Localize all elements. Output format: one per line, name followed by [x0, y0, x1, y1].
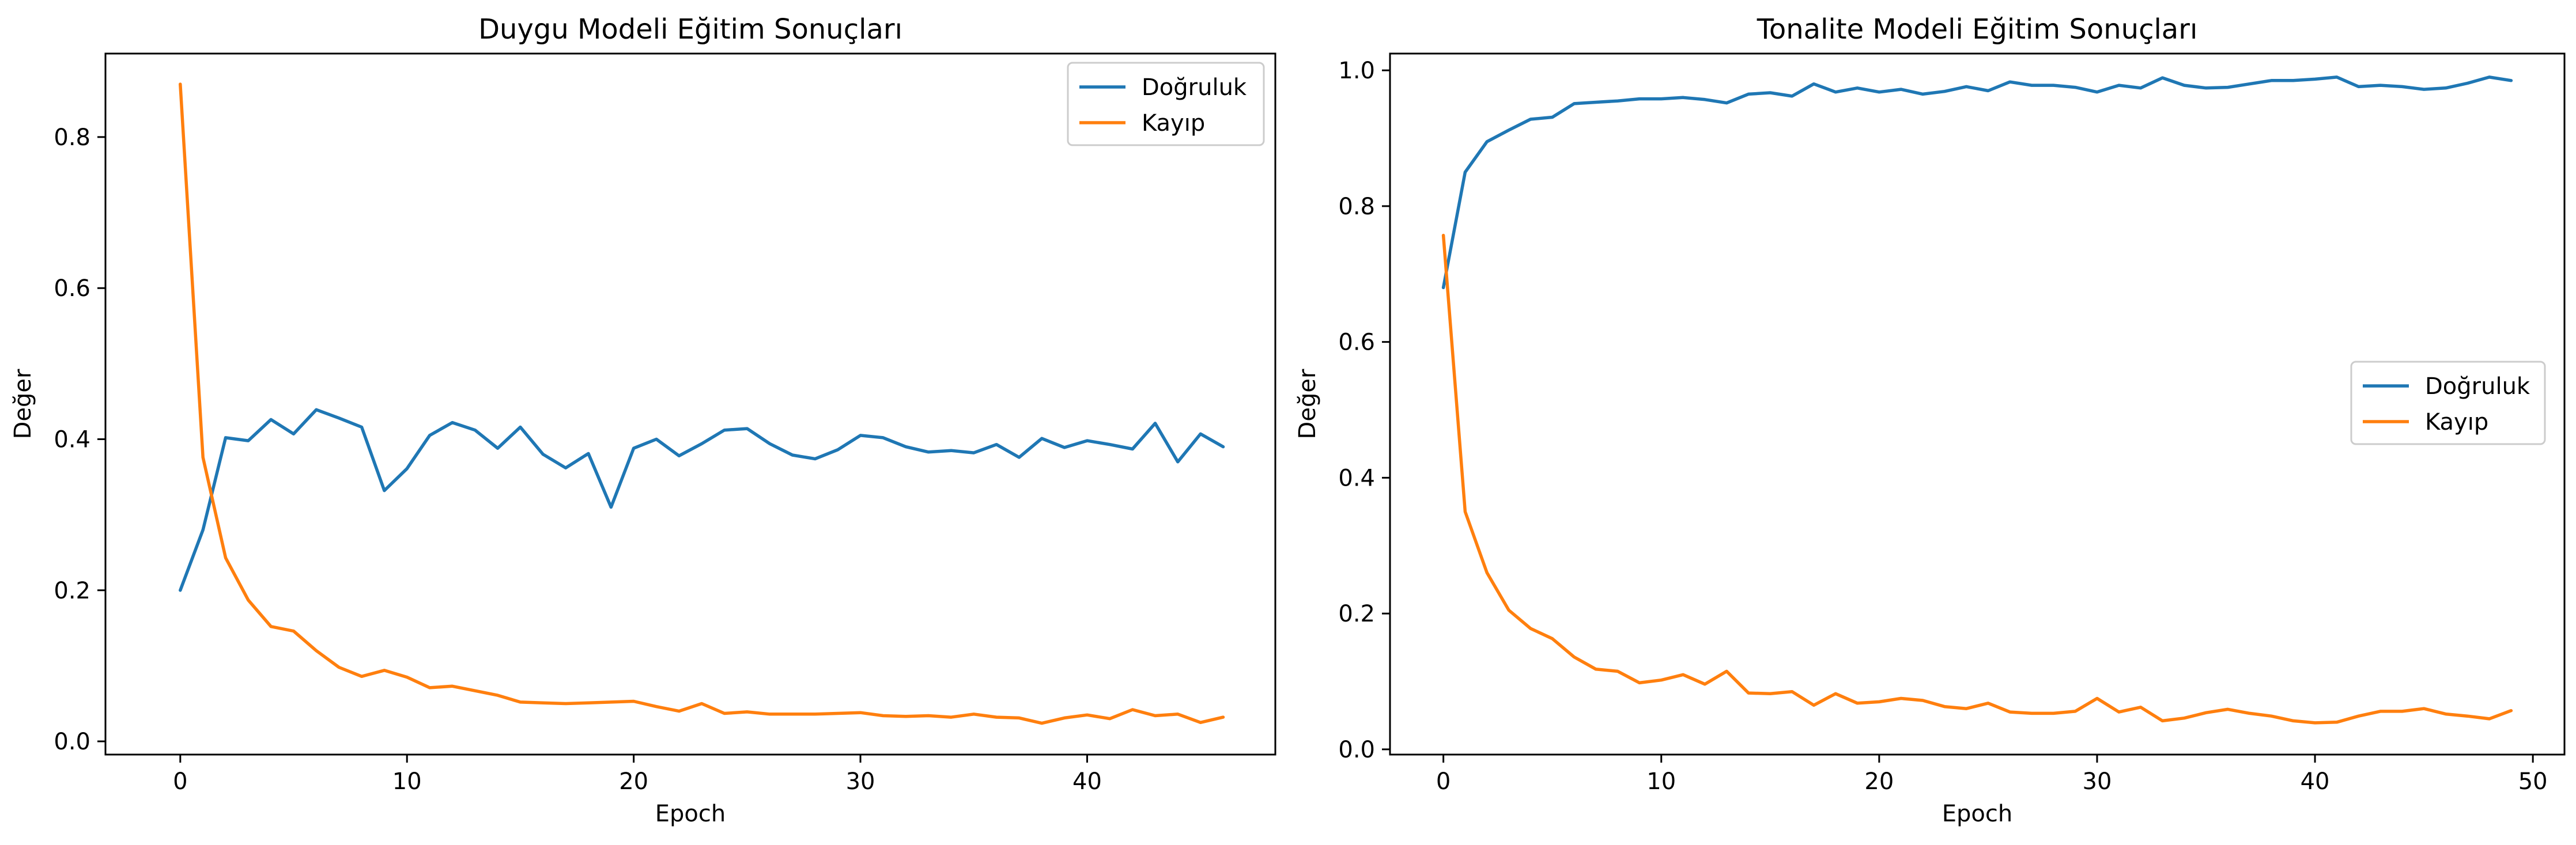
- legend: Doğruluk Kayıp: [2350, 361, 2546, 445]
- x-tick-label: 40: [1072, 768, 1102, 795]
- x-tick-label: 30: [846, 768, 875, 795]
- x-tick-label: 40: [2301, 768, 2330, 795]
- legend-label-kayip: Kayıp: [2425, 409, 2488, 435]
- x-tick-label: 20: [619, 768, 648, 795]
- y-tick-label: 1.0: [1338, 58, 1375, 84]
- series-line-dogruluk: [179, 408, 1225, 592]
- y-tick-label: 0.8: [1338, 194, 1375, 220]
- y-tick-label: 0.6: [54, 275, 90, 302]
- y-tick-label: 0.4: [54, 426, 90, 453]
- legend-label-kayip: Kayıp: [1142, 110, 1205, 137]
- y-tick-label: 0.2: [54, 578, 90, 604]
- y-tick-label: 0.2: [1338, 601, 1375, 627]
- series-line-dogruluk: [1441, 75, 2513, 290]
- legend-box: [2350, 361, 2546, 445]
- axes-frame: [104, 52, 1276, 756]
- chart-tonalite: 0 10 20 30 40 50 0.0 0.2 0.4 0.6 0.8 1.0 Tonalite Mo…: [1294, 13, 2566, 827]
- y-axis-label: Değer: [1294, 369, 1321, 439]
- legend-box: [1067, 62, 1265, 146]
- x-tick-label: 20: [1864, 768, 1894, 795]
- chart-title: Duygu Modeli Eğitim Sonuçları: [478, 13, 902, 46]
- y-axis-label: Değer: [10, 369, 36, 439]
- x-axis-label: Epoch: [1942, 801, 2012, 827]
- legend: Doğruluk Kayıp: [1067, 62, 1265, 146]
- legend-label-dogruluk: Doğruluk: [1142, 74, 1247, 101]
- x-axis-label: Epoch: [655, 801, 726, 827]
- chart-title: Tonalite Modeli Eğitim Sonuçları: [1757, 13, 2198, 46]
- y-tick-label: 0.8: [54, 124, 90, 151]
- series-line-kayip: [179, 82, 1225, 725]
- series-line-kayip: [1441, 233, 2513, 725]
- y-tick-label: 0.0: [54, 729, 90, 755]
- x-tick-label: 0: [173, 768, 187, 795]
- y-tick-label: 0.4: [1338, 465, 1375, 491]
- legend-label-dogruluk: Doğruluk: [2425, 373, 2530, 400]
- x-tick-label: 10: [392, 768, 422, 795]
- axes-frame: [1389, 52, 2566, 756]
- y-tick-label: 0.0: [1338, 737, 1375, 763]
- x-tick-label: 0: [1436, 768, 1451, 795]
- x-tick-label: 30: [2083, 768, 2112, 795]
- chart-duygu: 0 10 20 30 40 0.0 0.2 0.4 0.6 0.8 Duygu Modeli Eği…: [10, 13, 1276, 827]
- x-tick-label: 50: [2518, 768, 2548, 795]
- y-tick-label: 0.6: [1338, 329, 1375, 356]
- x-tick-label: 10: [1646, 768, 1676, 795]
